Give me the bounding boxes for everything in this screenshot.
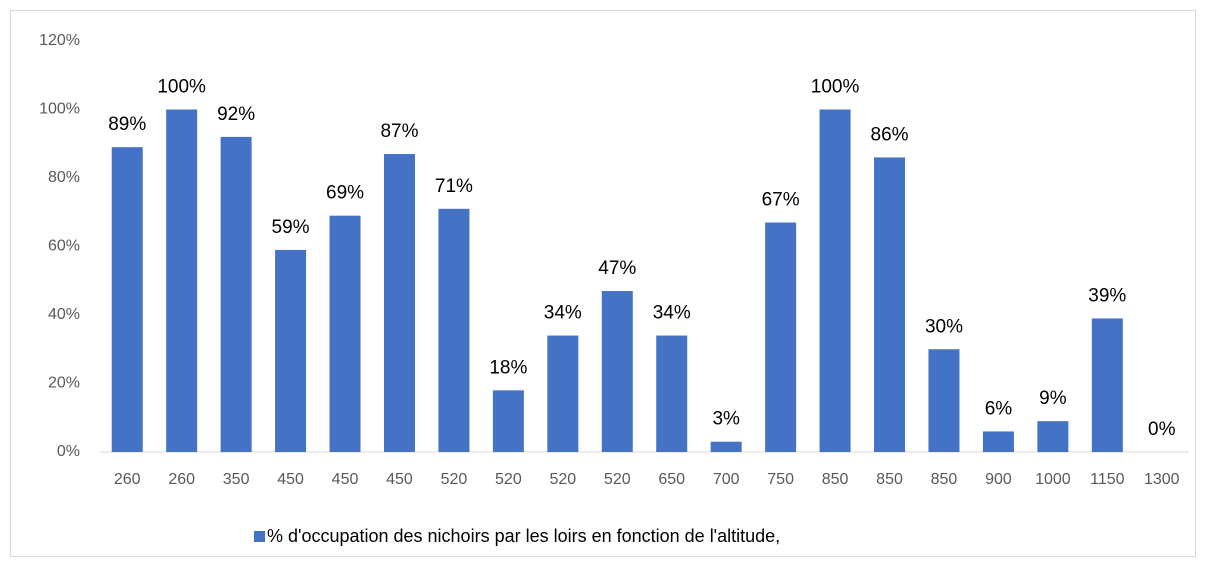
x-tick-label: 700 [713,471,740,488]
x-tick-label: 850 [931,471,958,488]
bar [874,157,906,452]
x-tick-label: 450 [277,471,304,488]
y-tick-label: 40% [48,306,80,323]
data-label: 9% [1039,388,1067,409]
x-tick-label: 520 [604,471,631,488]
bar [492,390,524,452]
data-label: 87% [380,121,418,142]
x-tick-label: 350 [223,471,250,488]
data-label: 39% [1088,285,1126,306]
data-label: 18% [489,357,527,378]
data-label: 3% [712,409,740,430]
data-label: 71% [435,176,473,197]
legend-swatch [254,531,265,542]
y-tick-label: 120% [39,32,80,49]
bar [275,249,307,452]
data-label: 100% [811,77,860,98]
x-tick-label: 520 [549,471,576,488]
x-tick-label: 450 [386,471,413,488]
x-tick-label: 260 [114,471,141,488]
bar [383,154,415,452]
bar [601,291,633,452]
bar [547,335,579,452]
bar [220,136,252,452]
bar [438,208,470,452]
data-label: 67% [762,190,800,211]
bar [656,335,688,452]
y-tick-label: 20% [48,375,80,392]
data-label: 0% [1148,419,1176,440]
x-tick-label: 1300 [1144,471,1180,488]
x-tick-label: 520 [495,471,522,488]
data-label: 34% [544,303,582,324]
chart-border [10,10,1196,557]
x-tick-label: 850 [876,471,903,488]
x-tick-label: 850 [822,471,849,488]
data-label: 59% [272,217,310,238]
bar [765,222,797,452]
bar [166,109,198,452]
bar [111,147,143,453]
bar [1091,318,1123,452]
x-tick-label: 1000 [1035,471,1071,488]
y-tick-label: 60% [48,238,80,255]
x-tick-label: 900 [985,471,1012,488]
data-label: 34% [653,303,691,324]
bar [819,109,851,452]
legend-label: % d'occupation des nichoirs par les loir… [267,526,780,546]
y-tick-label: 0% [57,443,80,460]
x-tick-label: 520 [441,471,468,488]
x-tick-label: 650 [658,471,685,488]
data-label: 92% [217,104,255,125]
x-tick-label: 260 [168,471,195,488]
bar [329,215,361,452]
data-label: 100% [157,77,206,98]
y-tick-label: 100% [39,101,80,118]
y-tick-label: 80% [48,169,80,186]
data-label: 86% [871,124,909,145]
bar [1037,421,1069,452]
x-tick-label: 1150 [1090,471,1125,488]
bar [710,441,742,452]
x-tick-label: 450 [332,471,359,488]
data-label: 47% [598,258,636,279]
data-label: 69% [326,183,364,204]
x-tick-label: 750 [767,471,794,488]
bar [982,431,1014,452]
bar [928,349,960,452]
data-label: 30% [925,316,963,337]
data-label: 6% [985,398,1013,419]
data-label: 89% [108,114,146,135]
